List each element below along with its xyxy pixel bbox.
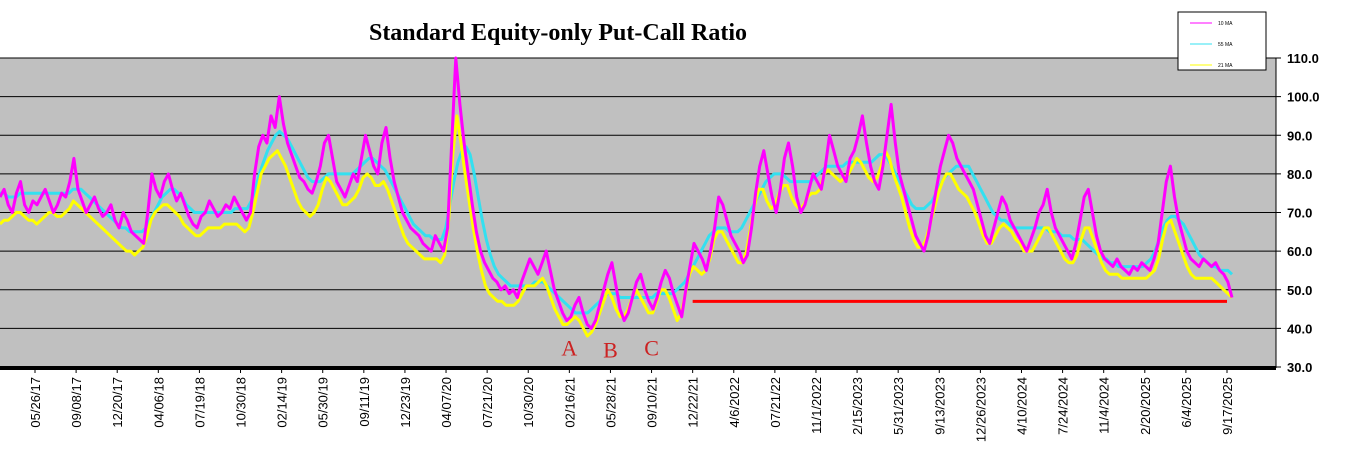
x-tick-label: 9/13/2023 — [932, 377, 947, 435]
y-tick-label: 30.0 — [1287, 360, 1312, 375]
x-tick-label: 11/1/2022 — [809, 377, 824, 434]
x-tick-label: 12/26/2023 — [973, 377, 988, 442]
y-tick-label: 70.0 — [1287, 206, 1312, 221]
x-tick-label: 10/30/20 — [521, 377, 536, 428]
x-tick-label: 07/21/22 — [768, 377, 783, 428]
x-tick-label: 02/14/19 — [275, 377, 290, 428]
x-tick-label: 4/10/2024 — [1014, 377, 1029, 435]
x-tick-label: 2/20/2025 — [1138, 377, 1153, 435]
annotation-label: B — [603, 338, 618, 363]
x-tick-label: 09/08/17 — [69, 377, 84, 428]
x-tick-label: 5/31/2023 — [891, 377, 906, 435]
series-line-10-ma — [0, 56, 1234, 330]
x-tick-label: 9/17/2025 — [1220, 377, 1235, 435]
chart-title: Standard Equity-only Put-Call Ratio — [369, 20, 747, 46]
x-tick-label: 05/30/19 — [316, 377, 331, 428]
x-tick-label: 2/15/2023 — [850, 377, 865, 435]
y-axis-ticks: 110.0 100.0 90.0 80.0 70.0 60.0 50.0 40.0 30.0 — [1275, 51, 1320, 375]
x-tick-label: 07/21/20 — [480, 377, 495, 428]
x-tick-label: 02/16/21 — [562, 377, 577, 428]
x-tick-label: 11/4/2024 — [1097, 377, 1112, 434]
x-tick-label: 6/4/2025 — [1179, 377, 1194, 428]
x-tick-label: 7/24/2024 — [1056, 377, 1071, 435]
y-tick-label: 80.0 — [1287, 167, 1312, 182]
legend-label: 21 MA — [1218, 63, 1233, 69]
x-axis-ticks: 05/26/17 09/08/17 12/20/17 04/06/18 07/19/18… — [28, 368, 1235, 442]
y-tick-label: 90.0 — [1287, 128, 1312, 143]
legend-box — [1177, 11, 1267, 71]
x-tick-label: 09/11/19 — [357, 377, 372, 427]
y-tick-label: 60.0 — [1287, 244, 1312, 259]
x-tick-label: 05/28/21 — [603, 377, 618, 428]
x-tick-label: 05/26/17 — [28, 377, 43, 428]
x-tick-label: 04/07/20 — [439, 377, 454, 428]
annotations: A B C — [561, 336, 658, 363]
y-tick-label: 50.0 — [1287, 283, 1312, 298]
x-tick-label: 04/06/18 — [151, 377, 166, 428]
x-tick-label: 10/30/18 — [234, 377, 249, 428]
y-tick-label: 110.0 — [1287, 51, 1319, 66]
legend-label: 55 MA — [1218, 42, 1233, 48]
annotation-label: A — [561, 336, 577, 361]
x-tick-label: 12/22/21 — [686, 377, 701, 428]
series-lines — [0, 56, 1234, 338]
x-tick-label: 4/6/2022 — [727, 377, 742, 428]
x-tick-label: 07/19/18 — [192, 377, 207, 428]
x-tick-label: 12/23/19 — [398, 377, 413, 428]
legend: 10 MA 55 MA 21 MA — [1177, 11, 1267, 71]
y-tick-label: 40.0 — [1287, 321, 1312, 336]
x-tick-label: 09/10/21 — [645, 377, 660, 428]
legend-label: 10 MA — [1218, 21, 1233, 27]
annotation-label: C — [644, 336, 659, 361]
x-tick-label: 12/20/17 — [110, 377, 125, 428]
y-tick-label: 100.0 — [1287, 90, 1320, 105]
